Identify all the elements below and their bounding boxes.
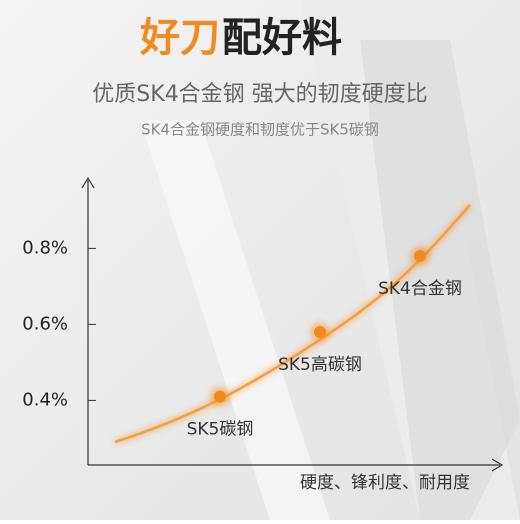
y-tick-label: 0.6% [22,313,68,334]
y-tick-label: 0.4% [22,389,68,410]
y-tick-label: 0.8% [22,237,68,258]
point-label: SK5高碳钢 [278,355,362,375]
x-axis-label: 硬度、锋利度、耐用度 [300,473,470,493]
data-point [214,390,226,403]
title-highlight: 好刀 [139,15,220,61]
data-point [414,250,426,262]
subtitle: 优质SK4合金钢 强大的韧度硬度比 [92,82,427,107]
blade-shape [360,40,520,520]
note: SK4合金钢硬度和韧度优于SK5碳钢 [141,121,379,139]
point-label: SK4合金钢 [378,279,462,299]
data-point [314,326,326,338]
y-arrow [81,176,95,189]
point-label: SK5碳钢 [187,420,254,440]
title-rest: 配好料 [222,15,342,61]
x-arrow [491,458,504,472]
blade-shape [140,120,330,520]
